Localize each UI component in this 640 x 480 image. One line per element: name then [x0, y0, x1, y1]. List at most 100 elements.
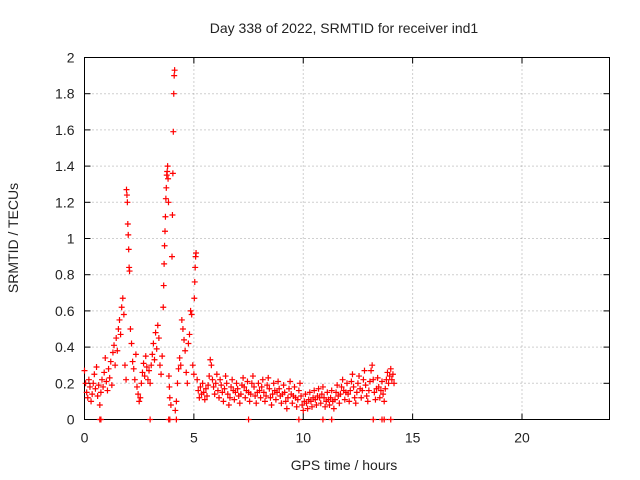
- data-point: [89, 391, 96, 398]
- data-point: [148, 362, 155, 369]
- data-point: [263, 392, 270, 399]
- data-point: [124, 221, 131, 228]
- data-point: [233, 380, 240, 387]
- data-point: [281, 389, 288, 396]
- data-point: [363, 392, 370, 399]
- data-point: [337, 391, 344, 398]
- data-point: [349, 371, 356, 378]
- data-point: [165, 199, 172, 206]
- data-point: [85, 376, 92, 383]
- data-point: [234, 385, 241, 392]
- data-point: [264, 382, 271, 389]
- data-point: [86, 383, 93, 390]
- data-point: [154, 322, 161, 329]
- data-point: [265, 374, 272, 381]
- data-point: [119, 295, 126, 302]
- data-point: [303, 400, 310, 407]
- data-point: [385, 380, 392, 387]
- data-point: [387, 416, 394, 423]
- data-point: [162, 213, 169, 220]
- data-point: [158, 371, 165, 378]
- data-point: [140, 360, 147, 367]
- data-point: [175, 365, 182, 372]
- data-point: [252, 392, 259, 399]
- data-point: [199, 380, 206, 387]
- plot-frame: [84, 57, 610, 420]
- data-point: [253, 400, 260, 407]
- data-point: [179, 326, 186, 332]
- data-point: [159, 353, 166, 360]
- data-point: [327, 394, 334, 401]
- data-point: [286, 385, 293, 392]
- data-point: [163, 184, 170, 191]
- data-point: [103, 378, 110, 385]
- data-point: [99, 376, 105, 383]
- data-point: [361, 367, 368, 374]
- y-tick-label: 0.6: [55, 303, 75, 319]
- data-point: [356, 373, 363, 380]
- data-point: [204, 392, 210, 399]
- x-tick-label: 20: [514, 430, 530, 446]
- data-point: [276, 385, 283, 392]
- data-point: [266, 385, 273, 392]
- data-point: [324, 389, 331, 396]
- data-point: [388, 376, 395, 383]
- data-point: [384, 369, 391, 376]
- data-point: [351, 394, 358, 401]
- data-point: [139, 369, 146, 376]
- data-point: [123, 192, 130, 199]
- data-point: [165, 175, 172, 182]
- data-point: [274, 389, 280, 396]
- data-point: [144, 376, 151, 383]
- data-point: [169, 253, 175, 260]
- data-point: [229, 376, 236, 383]
- data-point: [150, 340, 157, 347]
- data-point: [161, 260, 168, 267]
- data-point: [153, 345, 160, 352]
- data-point: [143, 364, 150, 371]
- data-point: [191, 295, 198, 302]
- data-point: [126, 268, 133, 275]
- data-point: [137, 394, 144, 401]
- data-point: [123, 186, 130, 193]
- data-point: [112, 362, 119, 369]
- data-point: [130, 365, 137, 372]
- data-point: [269, 391, 276, 398]
- data-point: [284, 394, 291, 401]
- data-point: [306, 389, 313, 396]
- data-point: [272, 396, 279, 403]
- data-point: [251, 383, 258, 390]
- data-point: [83, 389, 90, 396]
- data-point: [125, 246, 132, 253]
- data-point: [354, 380, 361, 387]
- data-point: [223, 380, 230, 387]
- data-point: [224, 391, 231, 398]
- y-tick-label: 0: [67, 412, 75, 428]
- data-point: [147, 380, 154, 387]
- data-point: [94, 392, 101, 399]
- data-point: [307, 398, 314, 405]
- data-point: [374, 374, 381, 381]
- data-point: [194, 376, 201, 383]
- x-tick-labels: 0 5 10 15 20: [81, 430, 530, 446]
- data-point: [106, 374, 113, 381]
- data-point: [177, 362, 184, 369]
- data-point: [321, 394, 328, 401]
- data-point: [141, 373, 148, 380]
- data-point: [201, 396, 208, 403]
- data-point: [181, 336, 188, 343]
- data-point: [116, 316, 123, 323]
- x-tick-label: 15: [405, 430, 421, 446]
- data-point: [358, 394, 365, 401]
- data-point: [196, 394, 203, 401]
- data-point: [236, 400, 243, 407]
- data-point: [336, 400, 343, 407]
- data-point: [165, 373, 172, 380]
- data-point: [169, 170, 176, 177]
- data-point: [174, 380, 181, 387]
- data-point: [217, 376, 224, 383]
- data-point: [121, 362, 128, 369]
- data-point: [369, 362, 376, 369]
- data-point: [109, 349, 116, 356]
- data-point: [260, 389, 267, 396]
